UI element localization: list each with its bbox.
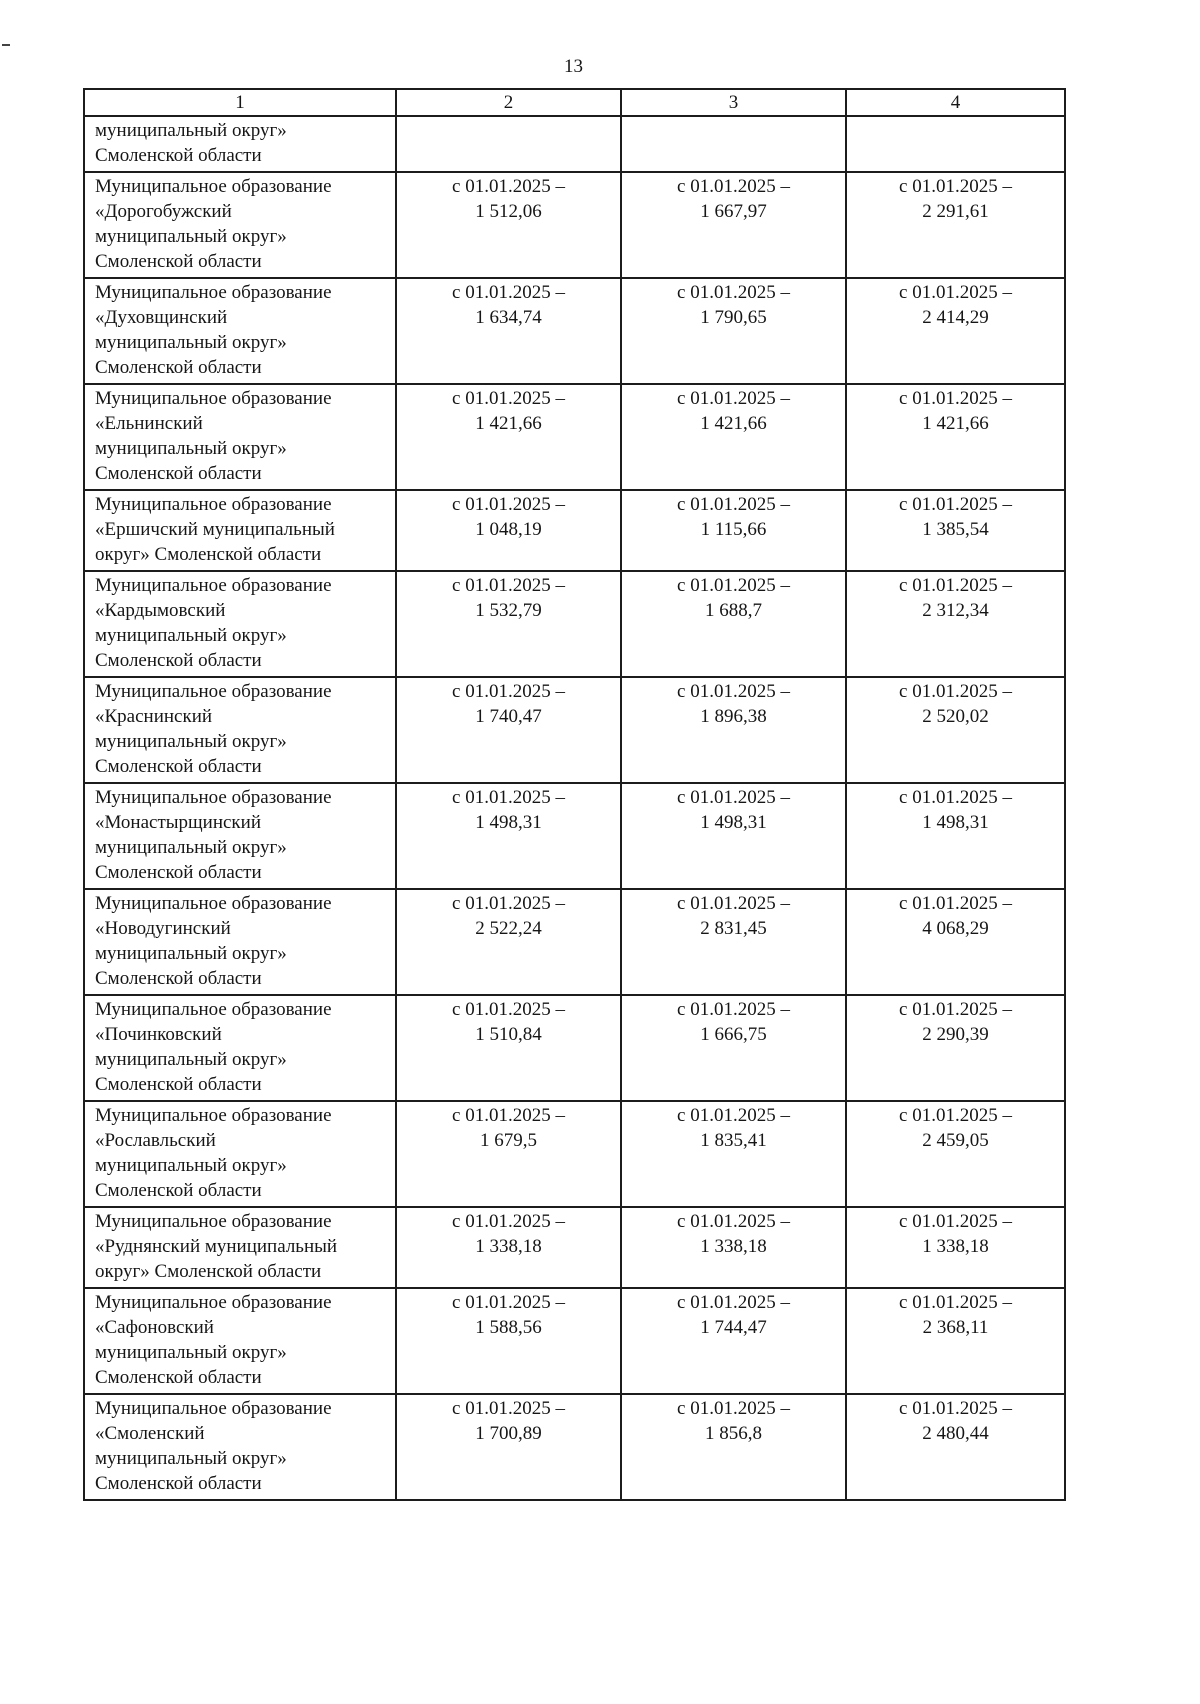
tariff-value-col3: с 01.01.2025 – 1 338,18 (620, 1206, 847, 1289)
tariff-value-col4: с 01.01.2025 – 2 520,02 (845, 676, 1066, 784)
tariff-table: 1 2 3 4 муниципальный округ» Смоленской … (83, 88, 1066, 1501)
tariff-value-col2: с 01.01.2025 – 1 634,74 (395, 277, 622, 385)
tariff-value-col4: с 01.01.2025 – 2 414,29 (845, 277, 1066, 385)
tariff-value-col4: с 01.01.2025 – 2 480,44 (845, 1393, 1066, 1501)
tariff-value-col3: с 01.01.2025 – 1 896,38 (620, 676, 847, 784)
tariff-value-col3: с 01.01.2025 – 1 667,97 (620, 171, 847, 279)
tariff-value-col3: с 01.01.2025 – 1 115,66 (620, 489, 847, 572)
column-header-1: 1 (83, 88, 397, 117)
column-header-4: 4 (845, 88, 1066, 117)
municipality-name: Муниципальное образование «Ершичский мун… (83, 489, 397, 572)
tariff-value-col4: с 01.01.2025 – 2 291,61 (845, 171, 1066, 279)
tariff-value-col2 (395, 115, 622, 173)
tariff-value-col4: с 01.01.2025 – 1 385,54 (845, 489, 1066, 572)
tariff-value-col3: с 01.01.2025 – 1 744,47 (620, 1287, 847, 1395)
tariff-value-col2: с 01.01.2025 – 1 512,06 (395, 171, 622, 279)
table-row: Муниципальное образование «Рославльский … (83, 1100, 1066, 1208)
table-row: Муниципальное образование «Починковский … (83, 994, 1066, 1102)
tariff-value-col2: с 01.01.2025 – 1 048,19 (395, 489, 622, 572)
tariff-value-col2: с 01.01.2025 – 1 498,31 (395, 782, 622, 890)
column-header-2: 2 (395, 88, 622, 117)
tariff-value-col4: с 01.01.2025 – 2 290,39 (845, 994, 1066, 1102)
municipality-name: Муниципальное образование «Краснинский м… (83, 676, 397, 784)
tariff-value-col2: с 01.01.2025 – 1 338,18 (395, 1206, 622, 1289)
municipality-name: Муниципальное образование «Рославльский … (83, 1100, 397, 1208)
tariff-value-col2: с 01.01.2025 – 1 588,56 (395, 1287, 622, 1395)
tariff-value-col3: с 01.01.2025 – 1 688,7 (620, 570, 847, 678)
table-row: Муниципальное образование «Ершичский мун… (83, 489, 1066, 572)
tariff-value-col2: с 01.01.2025 – 1 679,5 (395, 1100, 622, 1208)
table-header-row: 1 2 3 4 (83, 88, 1066, 117)
tariff-value-col4: с 01.01.2025 – 2 459,05 (845, 1100, 1066, 1208)
tariff-value-col3: с 01.01.2025 – 2 831,45 (620, 888, 847, 996)
table-row: Муниципальное образование «Монастырщинск… (83, 782, 1066, 890)
table-row: Муниципальное образование «Ельнинский му… (83, 383, 1066, 491)
tariff-value-col3: с 01.01.2025 – 1 421,66 (620, 383, 847, 491)
tariff-value-col4: с 01.01.2025 – 1 498,31 (845, 782, 1066, 890)
tariff-value-col4: с 01.01.2025 – 2 312,34 (845, 570, 1066, 678)
municipality-name: Муниципальное образование «Новодугинский… (83, 888, 397, 996)
municipality-name: Муниципальное образование «Починковский … (83, 994, 397, 1102)
tariff-value-col3: с 01.01.2025 – 1 498,31 (620, 782, 847, 890)
tariff-value-col3: с 01.01.2025 – 1 666,75 (620, 994, 847, 1102)
tariff-value-col2: с 01.01.2025 – 1 510,84 (395, 994, 622, 1102)
tariff-value-col3 (620, 115, 847, 173)
municipality-name: Муниципальное образование «Дорогобужский… (83, 171, 397, 279)
municipality-name: Муниципальное образование «Руднянский му… (83, 1206, 397, 1289)
tariff-value-col2: с 01.01.2025 – 2 522,24 (395, 888, 622, 996)
tariff-value-col2: с 01.01.2025 – 1 532,79 (395, 570, 622, 678)
table-row: Муниципальное образование «Кардымовский … (83, 570, 1066, 678)
table-row: Муниципальное образование «Руднянский му… (83, 1206, 1066, 1289)
municipality-name: Муниципальное образование «Духовщинский … (83, 277, 397, 385)
tariff-value-col4: с 01.01.2025 – 1 421,66 (845, 383, 1066, 491)
table-row: Муниципальное образование «Краснинский м… (83, 676, 1066, 784)
municipality-name: Муниципальное образование «Кардымовский … (83, 570, 397, 678)
tariff-value-col4 (845, 115, 1066, 173)
scan-artifact (2, 44, 10, 46)
municipality-name: Муниципальное образование «Смоленский му… (83, 1393, 397, 1501)
tariff-value-col2: с 01.01.2025 – 1 740,47 (395, 676, 622, 784)
municipality-name: Муниципальное образование «Сафоновский м… (83, 1287, 397, 1395)
table-row: Муниципальное образование «Новодугинский… (83, 888, 1066, 996)
table-row: Муниципальное образование «Дорогобужский… (83, 171, 1066, 279)
tariff-value-col3: с 01.01.2025 – 1 835,41 (620, 1100, 847, 1208)
tariff-value-col2: с 01.01.2025 – 1 700,89 (395, 1393, 622, 1501)
table-row: Муниципальное образование «Сафоновский м… (83, 1287, 1066, 1395)
page-number: 13 (564, 56, 583, 77)
municipality-name: Муниципальное образование «Монастырщинск… (83, 782, 397, 890)
table-row: Муниципальное образование «Смоленский му… (83, 1393, 1066, 1501)
table-row: муниципальный округ» Смоленской области (83, 115, 1066, 173)
tariff-value-col3: с 01.01.2025 – 1 790,65 (620, 277, 847, 385)
municipality-name: Муниципальное образование «Ельнинский му… (83, 383, 397, 491)
tariff-value-col3: с 01.01.2025 – 1 856,8 (620, 1393, 847, 1501)
municipality-name: муниципальный округ» Смоленской области (83, 115, 397, 173)
column-header-3: 3 (620, 88, 847, 117)
tariff-value-col4: с 01.01.2025 – 4 068,29 (845, 888, 1066, 996)
tariff-value-col4: с 01.01.2025 – 1 338,18 (845, 1206, 1066, 1289)
table-row: Муниципальное образование «Духовщинский … (83, 277, 1066, 385)
tariff-value-col2: с 01.01.2025 – 1 421,66 (395, 383, 622, 491)
tariff-value-col4: с 01.01.2025 – 2 368,11 (845, 1287, 1066, 1395)
